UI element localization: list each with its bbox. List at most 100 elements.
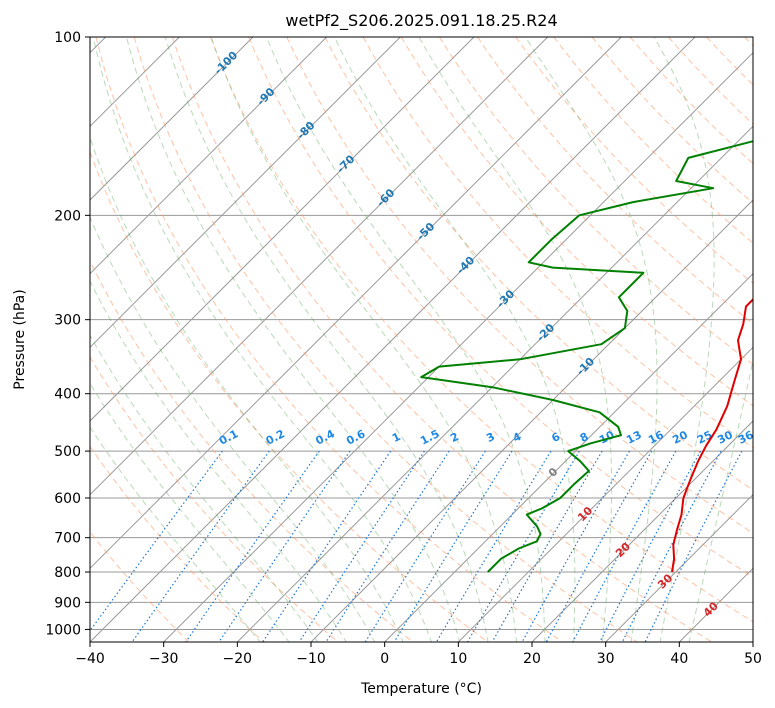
x-tick-label: −30 bbox=[149, 651, 179, 667]
moist-adiabat-line bbox=[524, 37, 658, 642]
moist-adiabat-line bbox=[90, 334, 319, 642]
isotherm-label: -80 bbox=[294, 119, 317, 142]
moist-adiabat-line bbox=[164, 37, 489, 642]
isotherm-label: -40 bbox=[454, 253, 477, 276]
isotherm-line bbox=[90, 37, 696, 642]
dry-adiabat-line bbox=[553, 37, 753, 244]
x-tick-label: 30 bbox=[597, 651, 615, 667]
y-axis-label: Pressure (hPa) bbox=[12, 289, 28, 389]
y-tick-label: 400 bbox=[54, 387, 81, 403]
isotherm-line bbox=[163, 51, 753, 642]
mixing-ratio-label: 0.4 bbox=[314, 427, 338, 448]
dry-adiabat-line bbox=[210, 37, 753, 623]
isotherm-line bbox=[90, 37, 622, 570]
sounding-series bbox=[420, 140, 753, 573]
moist-adiabat-line bbox=[92, 37, 432, 642]
mixing-ratio-line bbox=[262, 450, 392, 642]
lower-isotherm-label: 10 bbox=[575, 504, 595, 524]
isotherm-label: -90 bbox=[254, 85, 277, 108]
mixing-ratio-line bbox=[644, 450, 743, 642]
y-tick-label: 200 bbox=[54, 208, 81, 224]
y-tick-label: 500 bbox=[54, 444, 81, 460]
dewpoint-profile-line bbox=[420, 140, 753, 573]
y-tick-label: 600 bbox=[54, 491, 81, 507]
dry-adiabat-line bbox=[286, 37, 753, 534]
isotherm-line bbox=[90, 37, 328, 275]
y-tick-label: 1000 bbox=[45, 622, 81, 638]
x-tick-label: 0 bbox=[380, 651, 389, 667]
x-tick-label: 50 bbox=[744, 651, 762, 667]
mixing-ratio-line bbox=[131, 450, 270, 642]
isotherm-line bbox=[90, 37, 401, 349]
isotherm-line bbox=[236, 125, 753, 642]
isotherm-label: -50 bbox=[414, 220, 437, 243]
moist-adiabat-line bbox=[90, 279, 347, 642]
dry-adiabat-line bbox=[400, 37, 753, 407]
isotherm-label: -30 bbox=[494, 287, 517, 310]
mixing-ratio-line bbox=[325, 450, 450, 642]
y-tick-label: 900 bbox=[54, 595, 81, 611]
mixing-ratio-label: 1 bbox=[390, 430, 403, 445]
mixing-ratio-label: 25 bbox=[695, 428, 715, 447]
dry-adiabat-line bbox=[90, 445, 264, 642]
dry-adiabat-line bbox=[133, 37, 638, 642]
mixing-ratio-line bbox=[572, 450, 677, 642]
dry-adiabat-line bbox=[438, 37, 753, 365]
isotherm-line bbox=[384, 272, 753, 642]
dry-adiabat-line bbox=[90, 531, 190, 642]
y-tick-label: 300 bbox=[54, 313, 81, 329]
mixing-ratio-line bbox=[521, 450, 631, 642]
dry-adiabat-line bbox=[668, 37, 753, 125]
dry-adiabat-line bbox=[744, 37, 753, 47]
mixing-ratio-line bbox=[545, 450, 653, 642]
moist-adiabat-line bbox=[418, 37, 613, 642]
dry-adiabat-line bbox=[90, 150, 488, 642]
mixing-ratio-label: 1.5 bbox=[418, 427, 441, 447]
isotherm-label: -20 bbox=[534, 321, 557, 344]
mixing-ratio-line bbox=[599, 450, 702, 642]
isotherm-line bbox=[90, 37, 254, 201]
moist-adiabat-line bbox=[653, 37, 715, 642]
mixing-ratio-label: 16 bbox=[646, 428, 666, 447]
chart-title: wetPf2_S206.2025.091.18.25.R24 bbox=[285, 11, 557, 31]
dry-adiabat-line bbox=[515, 37, 753, 284]
mixing-ratio-label: 4 bbox=[511, 430, 524, 445]
dry-adiabat-line bbox=[95, 37, 563, 642]
mixing-ratio-line bbox=[435, 450, 552, 642]
isotherm-label: -10 bbox=[574, 355, 597, 378]
x-tick-label: 10 bbox=[449, 651, 467, 667]
mixing-ratio-line bbox=[491, 450, 603, 642]
isotherm-label: -100 bbox=[212, 48, 241, 77]
dry-adiabat-line bbox=[706, 37, 753, 86]
mixing-ratio-label: 0.6 bbox=[344, 427, 368, 448]
mixing-ratio-line bbox=[218, 450, 351, 642]
isotherm-line bbox=[90, 37, 475, 422]
moist-adiabat-line bbox=[126, 37, 461, 642]
isotherm-line bbox=[457, 346, 753, 642]
mixing-ratio-label: 20 bbox=[670, 428, 690, 447]
moist-adiabat-line bbox=[90, 426, 261, 642]
isotherm-line bbox=[90, 37, 549, 496]
temperature-profile-line bbox=[671, 298, 753, 573]
moist-adiabat-line bbox=[90, 215, 376, 642]
dry-adiabat-line bbox=[90, 356, 339, 642]
moist-adiabat-line bbox=[90, 135, 404, 642]
dry-adiabat-line bbox=[171, 37, 712, 642]
lower-isotherm-label: 20 bbox=[613, 540, 633, 560]
mixing-ratio-line bbox=[393, 450, 513, 642]
mixing-ratio-line bbox=[90, 450, 223, 632]
x-tick-label: −10 bbox=[296, 651, 326, 667]
background-lines bbox=[90, 37, 753, 642]
isotherm-line bbox=[678, 567, 753, 642]
x-tick-label: −20 bbox=[223, 651, 253, 667]
mixing-ratio-label: 36 bbox=[736, 428, 756, 447]
moist-adiabat-line bbox=[688, 358, 753, 642]
mixing-ratio-label: 13 bbox=[624, 428, 644, 447]
isotherm-label: -60 bbox=[374, 186, 397, 209]
isotherm-label: -70 bbox=[334, 152, 357, 175]
moist-adiabat-line bbox=[266, 37, 546, 642]
x-tick-label: −40 bbox=[75, 651, 105, 667]
y-tick-label: 800 bbox=[54, 565, 81, 581]
mixing-ratio-label: 0.2 bbox=[264, 427, 287, 447]
